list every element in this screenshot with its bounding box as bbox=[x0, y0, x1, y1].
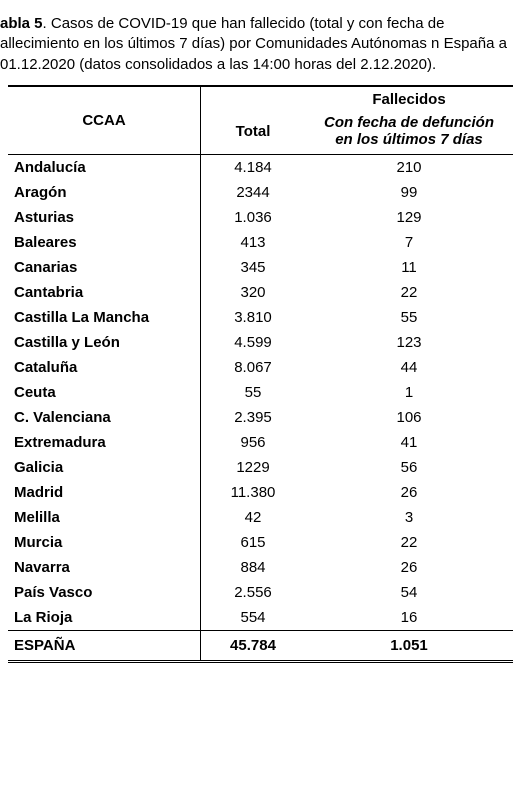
cell-total: 2.556 bbox=[201, 580, 306, 605]
table-row: Melilla423 bbox=[8, 505, 513, 530]
cell-last7: 26 bbox=[305, 480, 513, 505]
cell-ccaa: Melilla bbox=[8, 505, 201, 530]
cell-total: 2.395 bbox=[201, 405, 306, 430]
cell-last7: 16 bbox=[305, 605, 513, 631]
cell-last7: 22 bbox=[305, 280, 513, 305]
cell-last7: 1 bbox=[305, 380, 513, 405]
table-row: Canarias34511 bbox=[8, 255, 513, 280]
cell-ccaa: Extremadura bbox=[8, 430, 201, 455]
cell-ccaa: Galicia bbox=[8, 455, 201, 480]
table-row: Murcia61522 bbox=[8, 530, 513, 555]
cell-ccaa: Cantabria bbox=[8, 280, 201, 305]
table-row: Extremadura95641 bbox=[8, 430, 513, 455]
table-row: C. Valenciana2.395106 bbox=[8, 405, 513, 430]
cell-last7: 11 bbox=[305, 255, 513, 280]
table-body: Andalucía4.184210Aragón234499Asturias1.0… bbox=[8, 155, 513, 662]
cell-total: 554 bbox=[201, 605, 306, 631]
table-row: Andalucía4.184210 bbox=[8, 155, 513, 181]
cell-ccaa: Asturias bbox=[8, 205, 201, 230]
table-total-row: ESPAÑA45.7841.051 bbox=[8, 631, 513, 662]
cell-ccaa: Baleares bbox=[8, 230, 201, 255]
cell-ccaa: Cataluña bbox=[8, 355, 201, 380]
cell-ccaa: País Vasco bbox=[8, 580, 201, 605]
cell-last7: 26 bbox=[305, 555, 513, 580]
cell-ccaa: Canarias bbox=[8, 255, 201, 280]
table-row: Madrid11.38026 bbox=[8, 480, 513, 505]
cell-total: 11.380 bbox=[201, 480, 306, 505]
cell-total: 956 bbox=[201, 430, 306, 455]
header-group-blank bbox=[201, 86, 306, 112]
cell-total: 55 bbox=[201, 380, 306, 405]
cell-last7: 44 bbox=[305, 355, 513, 380]
cell-last7: 129 bbox=[305, 205, 513, 230]
cell-total: 2344 bbox=[201, 180, 306, 205]
table-row: Castilla y León4.599123 bbox=[8, 330, 513, 355]
table-row: La Rioja55416 bbox=[8, 605, 513, 631]
header-ccaa: CCAA bbox=[8, 86, 201, 155]
cell-ccaa-total: ESPAÑA bbox=[8, 631, 201, 662]
header-total: Total bbox=[201, 112, 306, 155]
cell-ccaa: Murcia bbox=[8, 530, 201, 555]
covid-deaths-table: CCAA Fallecidos Total Con fecha de defun… bbox=[8, 85, 513, 664]
cell-total: 320 bbox=[201, 280, 306, 305]
cell-total: 8.067 bbox=[201, 355, 306, 380]
cell-last7: 41 bbox=[305, 430, 513, 455]
table-row: Cantabria32022 bbox=[8, 280, 513, 305]
cell-total: 413 bbox=[201, 230, 306, 255]
table-row: País Vasco2.55654 bbox=[8, 580, 513, 605]
cell-last7: 210 bbox=[305, 155, 513, 181]
table-row: Navarra88426 bbox=[8, 555, 513, 580]
cell-ccaa: Aragón bbox=[8, 180, 201, 205]
cell-total: 4.599 bbox=[201, 330, 306, 355]
cell-last7: 7 bbox=[305, 230, 513, 255]
table-row: Cataluña8.06744 bbox=[8, 355, 513, 380]
table-row: Castilla La Mancha3.81055 bbox=[8, 305, 513, 330]
cell-total: 884 bbox=[201, 555, 306, 580]
table-row: Aragón234499 bbox=[8, 180, 513, 205]
cell-last7: 22 bbox=[305, 530, 513, 555]
cell-total: 1.036 bbox=[201, 205, 306, 230]
cell-total: 42 bbox=[201, 505, 306, 530]
cell-ccaa: Madrid bbox=[8, 480, 201, 505]
cell-total: 1229 bbox=[201, 455, 306, 480]
cell-last7: 56 bbox=[305, 455, 513, 480]
cell-ccaa: Ceuta bbox=[8, 380, 201, 405]
header-last7: Con fecha de defunción en los últimos 7 … bbox=[305, 112, 513, 155]
table-row: Ceuta551 bbox=[8, 380, 513, 405]
cell-total-sum: 45.784 bbox=[201, 631, 306, 662]
header-fallecidos: Fallecidos bbox=[305, 86, 513, 112]
cell-last7: 99 bbox=[305, 180, 513, 205]
table-row: Galicia122956 bbox=[8, 455, 513, 480]
table-row: Asturias1.036129 bbox=[8, 205, 513, 230]
cell-ccaa: Andalucía bbox=[8, 155, 201, 181]
cell-ccaa: C. Valenciana bbox=[8, 405, 201, 430]
header-last7-line1: Con fecha de defunción bbox=[324, 114, 494, 131]
cell-ccaa: La Rioja bbox=[8, 605, 201, 631]
caption-label: abla 5 bbox=[0, 15, 43, 32]
caption-text: . Casos de COVID-19 que han fallecido (t… bbox=[0, 15, 507, 73]
cell-last7: 3 bbox=[305, 505, 513, 530]
cell-last7: 123 bbox=[305, 330, 513, 355]
cell-last7: 55 bbox=[305, 305, 513, 330]
cell-last7: 54 bbox=[305, 580, 513, 605]
cell-last7: 106 bbox=[305, 405, 513, 430]
cell-total: 615 bbox=[201, 530, 306, 555]
cell-total: 3.810 bbox=[201, 305, 306, 330]
table-row: Baleares4137 bbox=[8, 230, 513, 255]
header-last7-line2: en los últimos 7 días bbox=[335, 131, 483, 148]
table-caption: abla 5. Casos de COVID-19 que han fallec… bbox=[0, 0, 524, 85]
cell-ccaa: Castilla La Mancha bbox=[8, 305, 201, 330]
cell-total: 4.184 bbox=[201, 155, 306, 181]
cell-ccaa: Navarra bbox=[8, 555, 201, 580]
cell-ccaa: Castilla y León bbox=[8, 330, 201, 355]
cell-last7-sum: 1.051 bbox=[305, 631, 513, 662]
cell-total: 345 bbox=[201, 255, 306, 280]
